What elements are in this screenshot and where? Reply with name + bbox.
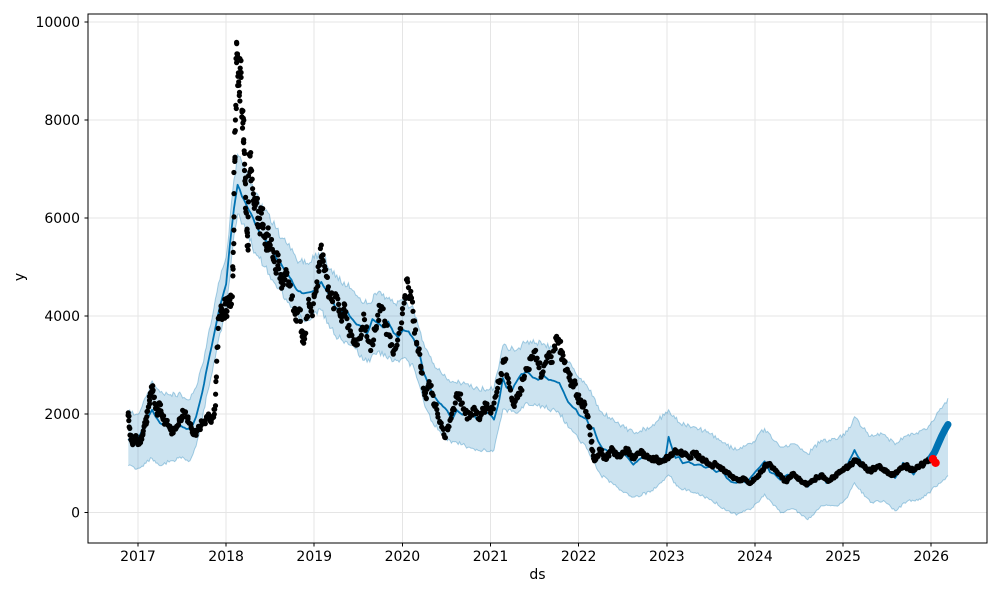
axis-ticks: 2017 2018 2019 2020 2021 2022 2023 2024 2025 2026… (35, 15, 949, 565)
x-tick-label: 2017 (120, 549, 156, 565)
y-tick-label: 4000 (44, 309, 80, 325)
uncertainty-band-edge (128, 213, 949, 521)
uncertainty-band (128, 154, 949, 520)
x-axis-label: ds (529, 567, 546, 583)
y-tick-label: 2000 (44, 407, 80, 423)
x-tick-label: 2024 (737, 549, 773, 565)
highlight-points (928, 454, 940, 467)
future-forecast-segment (927, 421, 952, 461)
observed-points (125, 39, 934, 488)
x-tick-label: 2025 (825, 549, 861, 565)
x-tick-label: 2026 (913, 549, 949, 565)
x-tick-label: 2018 (208, 549, 244, 565)
x-tick-label: 2021 (473, 549, 509, 565)
x-tick-label: 2020 (385, 549, 421, 565)
x-tick-label: 2023 (649, 549, 685, 565)
y-tick-label: 10000 (35, 15, 80, 31)
plot-area (125, 39, 952, 521)
plot-border (87, 13, 988, 544)
x-tick-label: 2022 (561, 549, 597, 565)
y-tick-label: 0 (71, 505, 80, 521)
y-tick-label: 8000 (44, 113, 80, 129)
grid-lines (88, 14, 987, 543)
x-tick-label: 2019 (296, 549, 332, 565)
y-tick-label: 6000 (44, 211, 80, 227)
y-axis-label: y (12, 272, 28, 282)
